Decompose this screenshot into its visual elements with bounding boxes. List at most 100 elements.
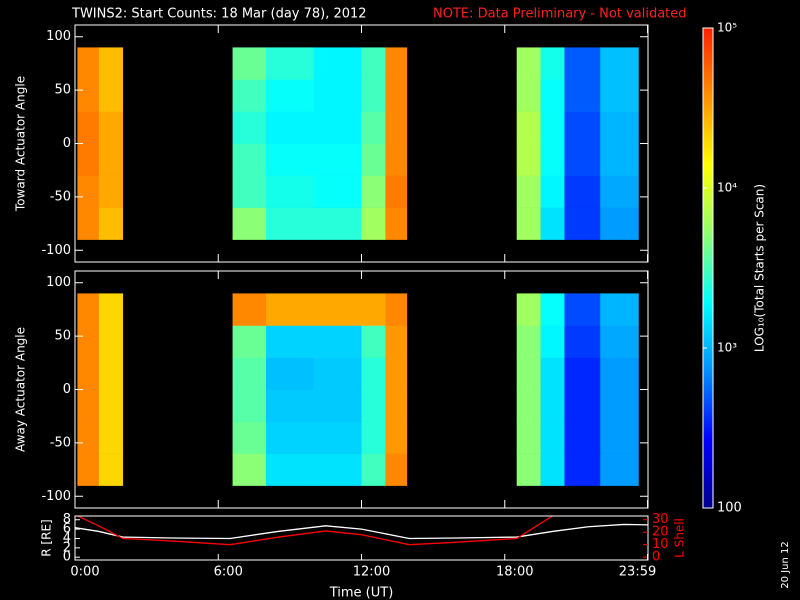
heatmap-cell bbox=[564, 421, 601, 454]
y-tick-label: -100 bbox=[41, 489, 71, 504]
heatmap-cell bbox=[361, 421, 386, 454]
colorbar-tick-label: 100 bbox=[717, 501, 742, 516]
heatmap-cell bbox=[385, 207, 408, 240]
y-axis-label: Away Actuator Angle bbox=[14, 327, 28, 452]
heatmap-cell bbox=[232, 207, 267, 240]
heatmap-cell bbox=[77, 357, 100, 390]
x-axis-label: Time (UT) bbox=[329, 586, 394, 600]
heatmap-cell bbox=[600, 389, 639, 422]
heatmap-cell bbox=[232, 293, 267, 326]
y2-tick-label: 30 bbox=[652, 512, 669, 527]
heatmap-cell bbox=[385, 111, 408, 144]
heatmap-cell bbox=[361, 453, 386, 486]
heatmap-cell bbox=[385, 357, 408, 390]
heatmap-cell bbox=[600, 421, 639, 454]
heatmap-cell bbox=[313, 175, 362, 208]
heatmap-cell bbox=[361, 175, 386, 208]
heatmap-cell bbox=[385, 421, 408, 454]
heatmap-cell bbox=[385, 79, 408, 112]
heatmap-cell bbox=[313, 143, 362, 176]
heatmap-cell bbox=[98, 357, 124, 390]
heatmap-cell bbox=[361, 79, 386, 112]
heatmap-cell bbox=[385, 325, 408, 358]
heatmap-cell bbox=[564, 357, 601, 390]
heatmap-cell bbox=[600, 111, 639, 144]
y-tick-label: 0 bbox=[63, 382, 71, 397]
heatmap-cell bbox=[600, 293, 639, 326]
heatmap-cell bbox=[516, 143, 541, 176]
heatmap-cell bbox=[77, 207, 100, 240]
y-tick-label: 100 bbox=[46, 275, 71, 290]
heatmap-cell bbox=[313, 47, 362, 80]
heatmap-cell bbox=[564, 325, 601, 358]
heatmap-cell bbox=[313, 207, 362, 240]
heatmap-cell bbox=[266, 79, 315, 112]
heatmap-cell bbox=[361, 47, 386, 80]
heatmap-cell bbox=[77, 175, 100, 208]
y-tick-label: -100 bbox=[41, 243, 71, 258]
x-tick-label: 18:00 bbox=[496, 565, 533, 580]
heatmap-cell bbox=[77, 111, 100, 144]
heatmap-cell bbox=[564, 111, 601, 144]
y-tick-label: 2 bbox=[63, 540, 71, 555]
y-tick-label: -50 bbox=[50, 435, 71, 450]
heatmap-cell bbox=[232, 47, 267, 80]
heatmap-cell bbox=[266, 357, 315, 390]
colorbar-tick-label: 10³ bbox=[717, 341, 737, 355]
y-tick-label: 50 bbox=[54, 329, 71, 344]
heatmap-cell bbox=[232, 143, 267, 176]
heatmap-cell bbox=[361, 357, 386, 390]
colorbar-label: LOG₁₀(Total Starts per Scan) bbox=[753, 184, 767, 352]
heatmap-cell bbox=[516, 111, 541, 144]
heatmap-cell bbox=[540, 47, 565, 80]
heatmap-cell bbox=[361, 143, 386, 176]
heatmap-cell bbox=[540, 175, 565, 208]
heatmap-cell bbox=[540, 453, 565, 486]
heatmap-cell bbox=[98, 47, 124, 80]
heatmap-cell bbox=[313, 293, 362, 326]
heatmap-cell bbox=[516, 79, 541, 112]
heatmap-cell bbox=[540, 207, 565, 240]
heatmap-cell bbox=[98, 421, 124, 454]
heatmap-cell bbox=[516, 357, 541, 390]
heatmap-cell bbox=[600, 207, 639, 240]
heatmap-cell bbox=[232, 79, 267, 112]
heatmap-cell bbox=[600, 325, 639, 358]
heatmap-cell bbox=[98, 207, 124, 240]
heatmap-cell bbox=[600, 175, 639, 208]
heatmap-cell bbox=[516, 293, 541, 326]
heatmap-cell bbox=[516, 389, 541, 422]
heatmap-cell bbox=[77, 293, 100, 326]
heatmap-cell bbox=[313, 111, 362, 144]
heatmap-cell bbox=[232, 389, 267, 422]
heatmap-cell bbox=[540, 325, 565, 358]
heatmap-cell bbox=[516, 47, 541, 80]
heatmap-cell bbox=[516, 421, 541, 454]
heatmap-cell bbox=[385, 175, 408, 208]
heatmap-cell bbox=[77, 421, 100, 454]
heatmap-cell bbox=[564, 175, 601, 208]
x-tick-label: 23:59 bbox=[619, 565, 656, 580]
y-axis-label: Toward Actuator Angle bbox=[14, 76, 28, 212]
heatmap-cell bbox=[600, 357, 639, 390]
y2-axis-label: L Shell bbox=[673, 518, 687, 558]
heatmap-cell bbox=[540, 421, 565, 454]
heatmap-cell bbox=[313, 421, 362, 454]
heatmap-cell bbox=[313, 325, 362, 358]
x-tick-label: 0:00 bbox=[70, 565, 99, 580]
heatmap-cell bbox=[361, 111, 386, 144]
heatmap-cell bbox=[313, 389, 362, 422]
heatmap-cell bbox=[77, 143, 100, 176]
y2-tick-label: 10 bbox=[652, 537, 669, 552]
data-line bbox=[75, 523, 648, 540]
heatmap-cell bbox=[516, 207, 541, 240]
heatmap-cell bbox=[540, 389, 565, 422]
heatmap-cell bbox=[313, 79, 362, 112]
heatmap-cell bbox=[540, 79, 565, 112]
heatmap-cell bbox=[385, 143, 408, 176]
heatmap-cell bbox=[232, 357, 267, 390]
x-tick-label: 12:00 bbox=[353, 565, 390, 580]
heatmap-cell bbox=[232, 325, 267, 358]
heatmap-cell bbox=[266, 421, 315, 454]
